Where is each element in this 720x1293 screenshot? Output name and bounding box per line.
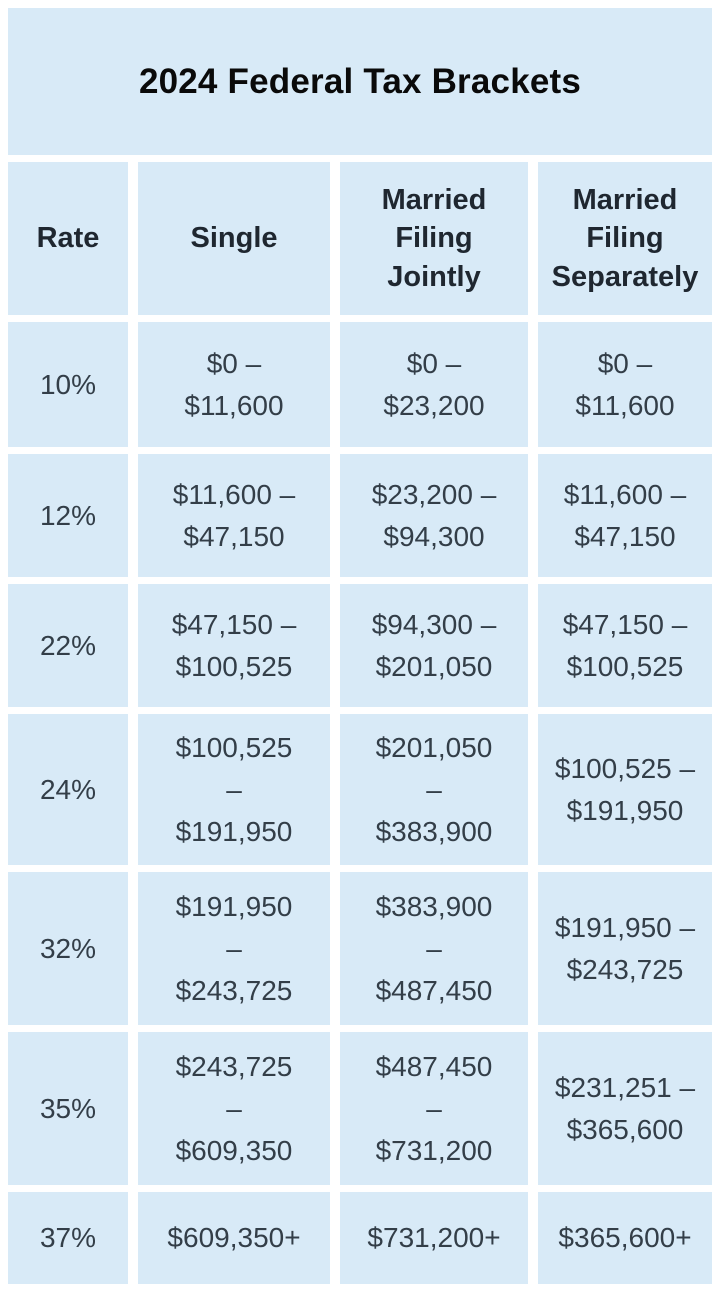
rate-cell-22: 22%: [8, 584, 128, 707]
mfj-range-22: $94,300 – $201,050: [340, 584, 528, 707]
column-header-married-filing-jointly: Married Filing Jointly: [340, 162, 528, 315]
tax-brackets-table: 2024 Federal Tax Brackets Rate Single Ma…: [8, 8, 712, 1284]
column-header-rate: Rate: [8, 162, 128, 315]
mfj-range-10: $0 – $23,200: [340, 322, 528, 447]
mfj-range-32: $383,900 – $487,450: [340, 872, 528, 1025]
rate-cell-24: 24%: [8, 714, 128, 865]
single-range-35: $243,725 – $609,350: [138, 1032, 330, 1185]
mfs-range-24: $100,525 – $191,950: [538, 714, 712, 865]
mfj-range-37: $731,200+: [340, 1192, 528, 1284]
mfs-range-35: $231,251 – $365,600: [538, 1032, 712, 1185]
rate-cell-32: 32%: [8, 872, 128, 1025]
single-range-32: $191,950 – $243,725: [138, 872, 330, 1025]
mfs-range-10: $0 – $11,600: [538, 322, 712, 447]
rate-cell-35: 35%: [8, 1032, 128, 1185]
mfj-range-12: $23,200 – $94,300: [340, 454, 528, 577]
rate-cell-10: 10%: [8, 322, 128, 447]
single-range-37: $609,350+: [138, 1192, 330, 1284]
rate-cell-37: 37%: [8, 1192, 128, 1284]
mfj-range-35: $487,450 – $731,200: [340, 1032, 528, 1185]
page-title: 2024 Federal Tax Brackets: [8, 8, 712, 155]
single-range-12: $11,600 – $47,150: [138, 454, 330, 577]
single-range-10: $0 – $11,600: [138, 322, 330, 447]
column-header-married-filing-separately: Married Filing Separately: [538, 162, 712, 315]
mfs-range-32: $191,950 – $243,725: [538, 872, 712, 1025]
mfs-range-12: $11,600 – $47,150: [538, 454, 712, 577]
rate-cell-12: 12%: [8, 454, 128, 577]
column-header-single: Single: [138, 162, 330, 315]
mfs-range-37: $365,600+: [538, 1192, 712, 1284]
mfj-range-24: $201,050 – $383,900: [340, 714, 528, 865]
mfs-range-22: $47,150 – $100,525: [538, 584, 712, 707]
single-range-22: $47,150 – $100,525: [138, 584, 330, 707]
single-range-24: $100,525 – $191,950: [138, 714, 330, 865]
